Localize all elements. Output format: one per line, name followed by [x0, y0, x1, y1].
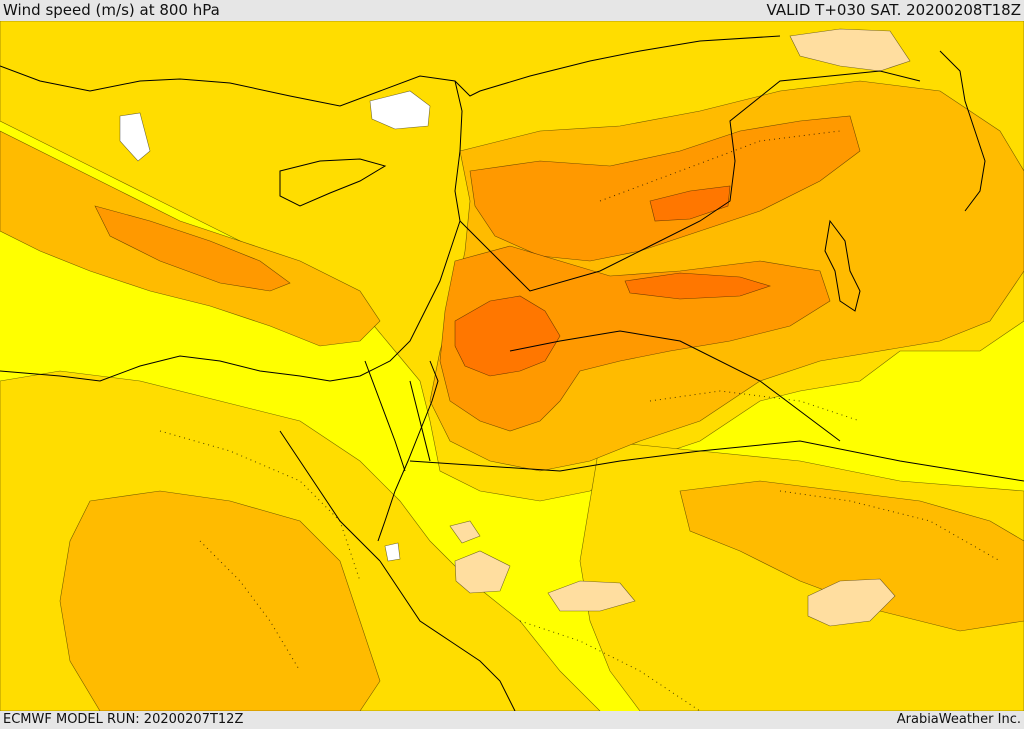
model-run: ECMWF MODEL RUN: 20200207T12Z — [3, 712, 244, 727]
header-bar: Wind speed (m/s) at 800 hPa VALID T+030 … — [0, 0, 1024, 21]
footer-bar: ECMWF MODEL RUN: 20200207T12Z ArabiaWeat… — [0, 711, 1024, 729]
coastlines — [0, 35, 1024, 711]
map-title: Wind speed (m/s) at 800 hPa — [3, 1, 220, 19]
credit: ArabiaWeather Inc. — [896, 712, 1021, 727]
valid-time: VALID T+030 SAT. 20200208T18Z — [766, 1, 1021, 19]
dotted-isolines — [159, 130, 1001, 711]
low-speed-patches — [119, 28, 911, 627]
wind-speed-map — [0, 21, 1024, 711]
contour-dark-orange — [454, 185, 771, 377]
